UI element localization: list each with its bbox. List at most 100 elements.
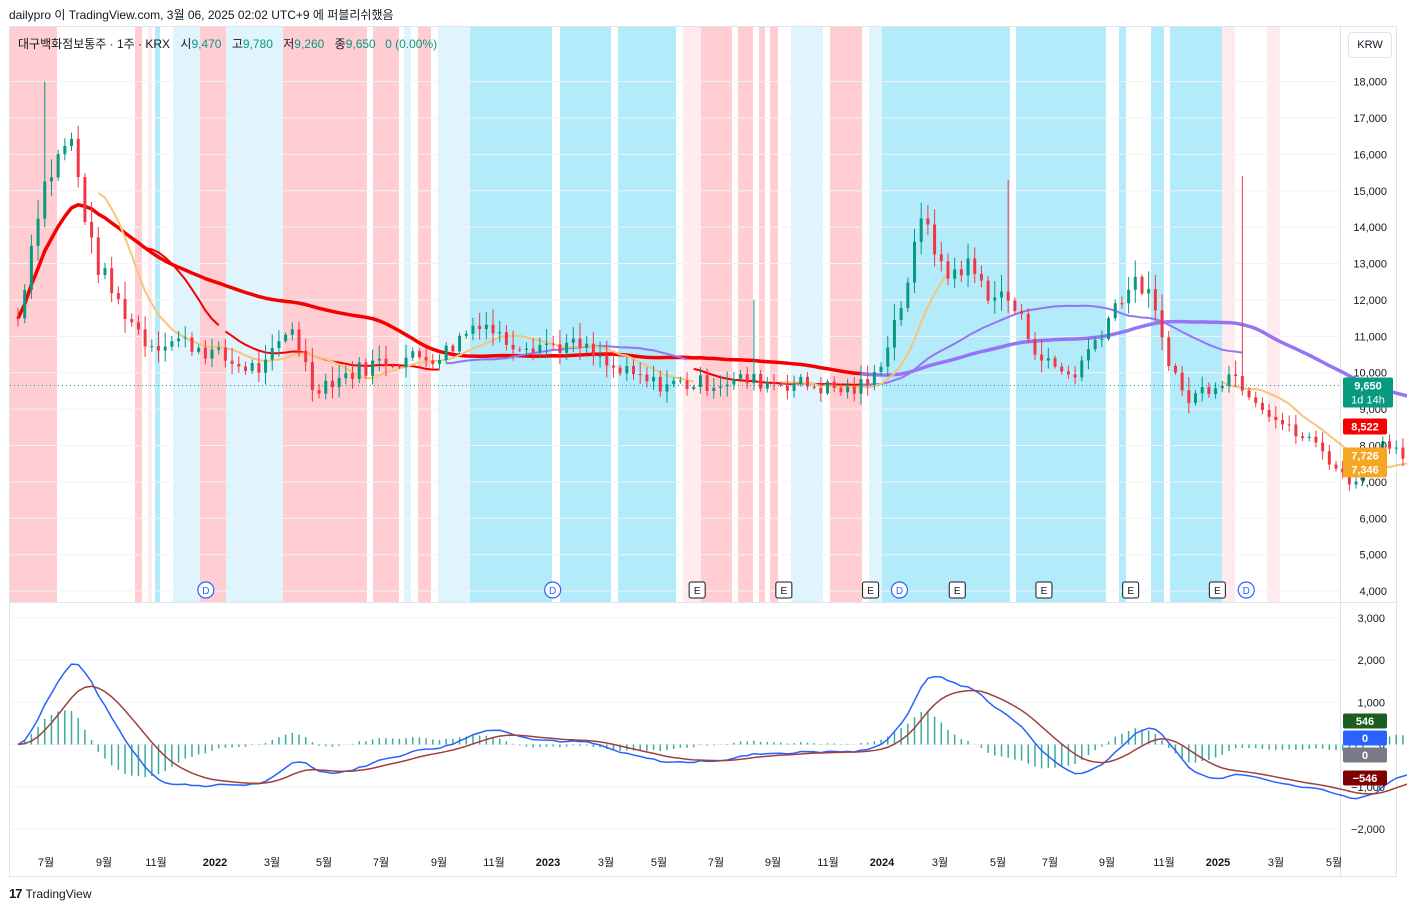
candle-body [317,390,321,394]
candle-body [458,335,462,352]
candle-body [357,362,361,379]
candle-body [953,269,957,279]
bg-band [418,27,431,602]
candle [444,341,448,364]
candle-body [1160,310,1164,338]
time-tick-label: 7월 [38,856,54,869]
time-tick-label: 2022 [203,857,227,869]
candle [1147,271,1151,308]
candle-body [197,347,201,352]
time-tick-label: 2024 [870,857,895,869]
marker-shape [1035,581,1053,599]
candle-body [478,325,482,330]
candle-body [377,358,381,361]
candle [879,362,883,376]
macd-tick-label: 2,000 [1357,655,1385,667]
earnings-marker: E [1122,581,1140,599]
candle-body [1133,276,1137,290]
symbol-name: 대구백화점보통주 · 1주 · KRX [18,37,171,51]
earnings-marker: E [775,581,793,599]
candle [491,309,495,346]
candle-body [625,366,629,374]
time-tick-label: 7월 [708,856,724,869]
candle [1280,412,1284,431]
marker-label: E [694,586,701,597]
candle-body [1254,397,1258,403]
candle [237,356,241,373]
candle [1260,397,1264,415]
candle-body [1107,318,1111,340]
time-tick-label: 7월 [1042,856,1058,869]
candle [1267,403,1271,422]
candle-body [973,258,977,275]
candle [130,313,134,327]
candle [1307,432,1311,442]
badge-label: 7,346 [1351,464,1379,476]
candle [1120,296,1124,309]
symbol-legend[interactable]: 대구백화점보통주 · 1주 · KRX 시9,470 고9,780 저9,260… [18,35,437,52]
candle-body [1093,340,1097,350]
bg-band [770,27,778,602]
candle-body [1153,289,1157,311]
candle [518,346,522,353]
candle [1327,444,1331,470]
marker-shape [544,581,562,599]
candle-body [36,218,40,246]
candle-body [1247,390,1251,398]
candle [665,370,669,403]
candle [1341,460,1345,479]
candle-body [177,338,181,342]
time-tick-label: 11월 [817,856,839,869]
candle [1334,461,1338,472]
candle-body [966,258,970,276]
price-tick-label: 6,000 [1359,513,1387,525]
candle [1200,376,1204,402]
macd-badge: 0 [1343,730,1387,746]
candle-body [946,261,950,279]
candle-body [1394,447,1398,449]
candle-body [1240,376,1244,391]
candle [264,344,268,385]
currency-button[interactable]: KRW [1348,32,1392,58]
candle [953,257,957,288]
candle-body [698,375,702,387]
candle-body [558,344,562,353]
candle [712,378,716,399]
candle-body [1214,388,1218,395]
bg-band [701,27,732,602]
candle-body [1307,436,1311,439]
candle [524,342,528,355]
candle [658,370,662,397]
candle [745,367,749,389]
macd-tick-label: 1,000 [1357,697,1385,709]
candle-body [913,241,917,283]
bg-band [226,27,283,602]
earnings-marker: E [688,581,706,599]
candle-body [846,386,850,393]
candle [431,353,435,370]
candle [424,348,428,368]
candle-body [1327,451,1331,465]
candle-body [397,366,401,368]
bg-band [738,27,753,602]
candle-body [678,380,682,382]
candle [591,332,595,366]
close-label: 종 [334,37,346,51]
candle [752,299,756,391]
earnings-marker: E [1035,581,1053,599]
candle [16,307,20,327]
candle-body [1347,472,1351,485]
candle-body [1046,358,1050,361]
candle [565,333,569,360]
earnings-marker: E [862,581,880,599]
candle-body [344,373,348,379]
badge-bg [1343,418,1387,435]
candle [197,344,201,355]
candle-body [832,381,836,389]
price-tick-label: 5,000 [1359,550,1387,562]
candle-body [491,324,495,334]
candle [819,377,823,402]
candle [1240,176,1244,396]
